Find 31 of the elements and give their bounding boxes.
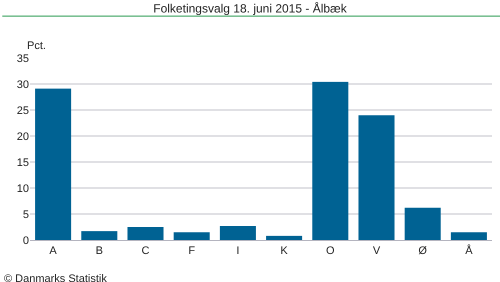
bar xyxy=(312,82,348,240)
x-tick-label: Å xyxy=(465,244,474,258)
x-tick-label: C xyxy=(142,245,150,258)
y-tick-label: 35 xyxy=(16,52,29,65)
chart-title: Folketingsvalg 18. juni 2015 - Ålbæk xyxy=(153,2,348,16)
bar xyxy=(35,88,72,240)
x-tick-label: V xyxy=(372,245,381,258)
y-axis-title: Pct. xyxy=(27,40,46,52)
y-tick-label: 10 xyxy=(16,182,29,195)
bar xyxy=(220,226,256,240)
bar xyxy=(404,208,441,240)
x-tick-label: B xyxy=(96,245,103,258)
x-tick-label: Ø xyxy=(418,245,428,258)
y-tick-label: 20 xyxy=(16,130,29,143)
bar xyxy=(81,231,118,240)
x-tick-label: F xyxy=(188,245,196,258)
y-tick-label: 5 xyxy=(22,208,29,221)
bar xyxy=(450,232,487,240)
bar xyxy=(127,227,164,240)
x-tick-label: K xyxy=(280,245,288,258)
bar xyxy=(174,232,210,240)
y-tick-label: 0 xyxy=(22,234,29,247)
x-tick-label: I xyxy=(236,245,240,258)
bar xyxy=(358,115,395,240)
y-tick-label: 30 xyxy=(16,78,29,91)
bar xyxy=(266,236,302,240)
text: © Danmarks Statistik xyxy=(4,273,108,282)
y-tick-label: 15 xyxy=(16,156,29,169)
x-tick-label: O xyxy=(326,245,336,258)
y-tick-label: 25 xyxy=(16,104,29,117)
x-tick-label: A xyxy=(49,245,58,258)
